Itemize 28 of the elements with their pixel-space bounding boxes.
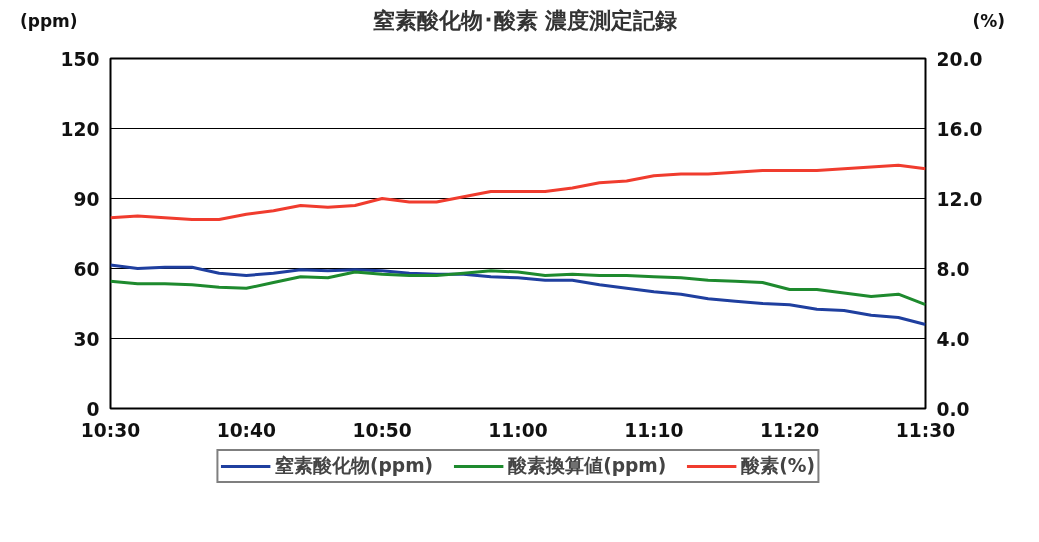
y2-tick-label: 8.0: [936, 258, 970, 280]
y2-tick-label: 20.0: [936, 48, 983, 70]
y2-tick-label: 12.0: [936, 188, 983, 210]
line-series: [110, 269, 926, 307]
x-tick-label: 11:10: [624, 419, 684, 441]
y-tick-label: 150: [60, 48, 100, 70]
x-tick-label: 11:20: [759, 419, 820, 441]
y-tick-label: 90: [73, 188, 100, 210]
x-tick-label: 10:50: [352, 419, 412, 441]
y2-tick-label: 16.0: [936, 118, 983, 140]
line-series: [110, 163, 926, 221]
line-series: [110, 263, 926, 326]
x-tick-label: 10:30: [80, 419, 141, 441]
y-axis-title: (ppm): [19, 9, 78, 33]
y-tick-label: 60: [73, 258, 100, 280]
chart-title: 窒素酸化物･酸素 濃度測定記録: [372, 7, 678, 35]
y-tick-label: 0: [86, 398, 100, 420]
y2-tick-label: 0.0: [936, 398, 970, 420]
legend-label: 酸素(%): [741, 454, 816, 478]
x-tick-label: 11:00: [488, 419, 548, 441]
x-tick-label: 11:30: [895, 419, 956, 441]
y2-tick-label: 4.0: [936, 328, 970, 350]
legend-label: 窒素酸化物(ppm): [274, 454, 434, 478]
y2-axis-title: (%): [972, 9, 1006, 33]
legend-label: 酸素換算値(ppm): [508, 454, 667, 478]
y-tick-label: 120: [60, 118, 100, 140]
y-tick-label: 30: [73, 328, 100, 350]
x-tick-label: 10:40: [216, 419, 277, 441]
